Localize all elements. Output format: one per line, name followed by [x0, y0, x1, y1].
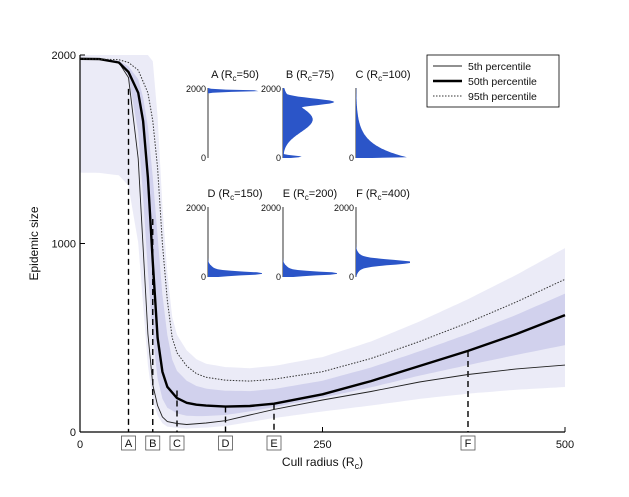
marker-box-e [266, 435, 282, 451]
legend: 5th percentile 50th percentile 95th percen… [426, 54, 560, 108]
inset-ymax-label: 2000 [186, 203, 206, 213]
inset-histogram [356, 88, 407, 158]
series-line-50th [79, 57, 566, 408]
inset-ymin-label: 0 [201, 272, 206, 282]
y-tick-label: 1000 [52, 239, 76, 251]
inset-histogram [208, 88, 259, 158]
legend-label: 50th percentile [468, 76, 537, 88]
inset-histogram [283, 88, 335, 158]
inset-ymin-label: 0 [349, 153, 354, 163]
inset-histogram [283, 207, 337, 277]
inset-title: D (Rc=150) [207, 188, 262, 202]
x-tick-label: 500 [556, 439, 574, 451]
marker-box-f [460, 435, 476, 451]
marker-label-d: D [222, 438, 230, 450]
inset-title: E (Rc=200) [283, 188, 337, 202]
marker-box-b [145, 435, 161, 451]
inset-a: A (Rc=50) 2000 0 [186, 69, 259, 163]
inset-f: F (Rc=400)2000 0 [334, 188, 410, 282]
density-band-outer [80, 55, 565, 429]
inset-ymax-label: 2000 [261, 203, 281, 213]
y-tick-label: 2000 [52, 50, 76, 62]
marker-label-a: A [125, 438, 133, 450]
legend-label: 5th percentile [468, 61, 531, 73]
inset-ymax-label: 2000 [261, 84, 281, 94]
axes: 0 250 500 0 1000 2000 Cull radius (Rc) Epidemic… [27, 50, 574, 471]
marker-box-d [218, 435, 233, 451]
inset-ymin-label: 0 [276, 272, 281, 282]
inset-d: D (Rc=150)2000 0 [186, 188, 263, 282]
inset-c: C (Rc=100) 0 [349, 69, 411, 163]
y-tick-label: 0 [70, 427, 76, 439]
inset-ymax-label: 2000 [186, 84, 206, 94]
marker-box-a [121, 435, 136, 451]
x-tick-label: 0 [77, 439, 83, 451]
series-line-5th [79, 58, 566, 425]
inset-title: A (Rc=50) [211, 69, 259, 83]
density-band [80, 55, 565, 429]
inset-ymin-label: 0 [276, 153, 281, 163]
y-axis-label: Epidemic size [27, 206, 41, 280]
marker-label-f: F [465, 438, 472, 450]
inset-ymin-label: 0 [349, 272, 354, 282]
percentile-lines [79, 57, 566, 425]
legend-label: 95th percentile [468, 91, 537, 103]
inset-title: B (Rc=75) [286, 69, 334, 83]
inset-title: F (Rc=400) [356, 188, 410, 202]
inset-ymin-label: 0 [201, 153, 206, 163]
marker-label-c: C [173, 438, 181, 450]
inset-histogram [208, 207, 262, 277]
inset-ymax-label: 2000 [334, 203, 354, 213]
marker-box-c [169, 435, 185, 451]
inset-histogram [356, 207, 410, 277]
marker-label-e: E [270, 438, 277, 450]
inset-e: E (Rc=200)2000 0 [261, 188, 337, 282]
marker-label-b: B [149, 438, 156, 450]
x-tick-label: 250 [313, 439, 331, 451]
x-axis-label: Cull radius (Rc) [282, 455, 363, 471]
inset-b: B (Rc=75) 2000 0 [261, 69, 335, 163]
inset-title: C (Rc=100) [355, 69, 410, 83]
